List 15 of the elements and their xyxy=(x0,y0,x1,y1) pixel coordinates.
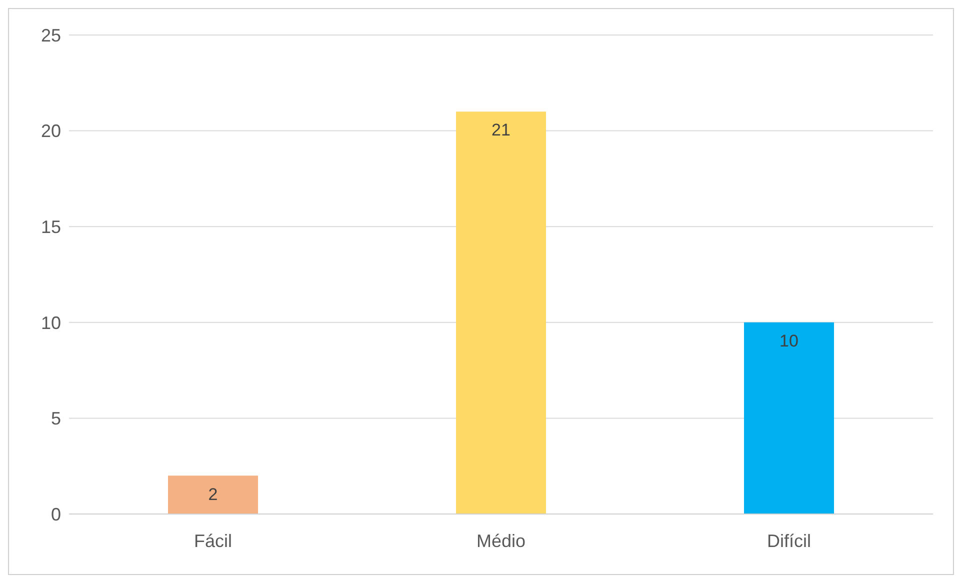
x-tick-label: Fácil xyxy=(194,530,232,551)
x-tick-label: Médio xyxy=(476,530,526,551)
data-label: 2 xyxy=(208,484,218,504)
y-tick-label: 20 xyxy=(40,121,61,142)
y-tick-label: 0 xyxy=(50,504,61,524)
data-label: 10 xyxy=(780,331,798,350)
bar xyxy=(456,112,546,514)
x-tick-label: Difícil xyxy=(767,530,811,551)
y-tick-label: 15 xyxy=(40,216,61,237)
y-tick-label: 5 xyxy=(50,408,61,429)
bar xyxy=(744,322,834,514)
data-label: 21 xyxy=(492,120,510,140)
y-tick-label: 10 xyxy=(40,312,61,333)
bar xyxy=(168,476,258,514)
y-tick-label: 25 xyxy=(40,25,61,46)
